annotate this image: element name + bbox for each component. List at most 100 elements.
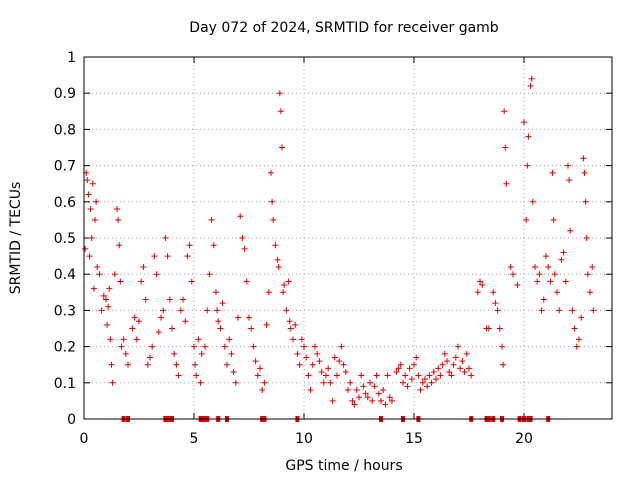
data-point <box>197 379 204 386</box>
data-point <box>524 162 531 169</box>
data-point <box>188 278 195 285</box>
data-point <box>175 372 182 379</box>
data-point <box>406 365 413 372</box>
data-point <box>116 242 123 249</box>
data-point <box>532 263 538 270</box>
data-point <box>386 394 393 401</box>
y-tick-label: 0.4 <box>54 267 76 283</box>
data-point <box>138 278 145 285</box>
data-point <box>358 372 365 379</box>
data-point <box>89 180 96 187</box>
data-point <box>565 162 571 169</box>
data-point <box>571 325 578 332</box>
data-point <box>389 397 395 404</box>
data-point <box>265 289 272 296</box>
data-point <box>230 368 237 375</box>
data-point <box>452 354 459 361</box>
data-point <box>120 336 127 343</box>
data-point <box>193 372 200 379</box>
data-point <box>90 285 97 292</box>
data-point <box>109 379 116 386</box>
data-point <box>214 307 221 314</box>
data-point <box>507 263 514 270</box>
data-point <box>545 263 552 270</box>
data-point <box>198 350 205 357</box>
y-tick-label: 0.2 <box>54 340 76 356</box>
data-point <box>529 198 536 205</box>
data-point <box>147 354 153 361</box>
data-point <box>373 372 380 379</box>
data-point <box>510 271 516 278</box>
data-point <box>527 82 534 89</box>
data-point <box>334 372 340 379</box>
data-point <box>342 368 349 375</box>
data-point <box>252 358 259 365</box>
data-point <box>144 361 151 368</box>
data-point <box>380 387 387 394</box>
x-tick-label: 0 <box>80 431 89 447</box>
data-point <box>281 282 288 289</box>
data-point <box>589 263 596 270</box>
data-point <box>219 300 226 307</box>
data-point <box>494 307 501 314</box>
data-point <box>590 307 597 314</box>
data-point <box>323 372 329 379</box>
data-point <box>195 336 202 343</box>
data-point <box>554 289 560 296</box>
data-point <box>213 289 219 296</box>
data-point <box>474 289 481 296</box>
data-point <box>305 372 312 379</box>
y-tick-label: 0.6 <box>54 195 76 211</box>
data-point <box>182 318 189 325</box>
data-point <box>395 365 402 372</box>
data-point <box>263 321 270 328</box>
data-point <box>567 227 574 234</box>
data-point <box>382 401 389 408</box>
data-point <box>276 90 283 97</box>
data-point <box>502 144 509 151</box>
data-point <box>206 271 213 278</box>
data-point <box>556 307 563 314</box>
data-point <box>153 271 160 278</box>
data-point <box>367 379 373 386</box>
data-point <box>171 350 178 357</box>
data-point <box>275 263 282 270</box>
data-point <box>104 321 111 328</box>
plot-frame <box>83 56 613 420</box>
data-point <box>243 278 250 285</box>
data-point <box>232 379 239 386</box>
data-point <box>280 289 287 296</box>
data-point <box>353 387 360 394</box>
data-point <box>257 365 263 372</box>
data-point <box>426 372 433 379</box>
data-point <box>581 169 588 176</box>
data-point <box>404 383 411 390</box>
data-point <box>457 365 464 372</box>
data-point <box>428 379 435 386</box>
data-point <box>435 365 442 372</box>
data-point <box>485 325 492 332</box>
axis-ticks: 00.10.20.30.40.50.60.70.80.910 5 10 15 20 <box>54 50 612 447</box>
data-point <box>118 343 125 350</box>
x-tick-label: 5 <box>190 431 199 447</box>
data-point <box>129 325 136 332</box>
data-point <box>215 318 222 325</box>
data-point <box>538 307 545 314</box>
data-point <box>296 361 303 368</box>
data-point <box>155 329 162 336</box>
data-point <box>191 343 197 350</box>
data-point <box>521 119 527 126</box>
data-point <box>85 191 92 198</box>
data-point <box>547 278 554 285</box>
data-point <box>499 343 505 350</box>
data-point <box>492 300 499 307</box>
data-point <box>351 401 358 408</box>
y-tick-label: 0.5 <box>54 231 76 247</box>
data-point <box>292 321 299 328</box>
data-point <box>254 372 261 379</box>
data-point <box>378 397 384 404</box>
data-point <box>320 379 327 386</box>
x-tick-label: 20 <box>515 431 533 447</box>
data-point <box>444 358 450 365</box>
data-point <box>461 368 468 375</box>
